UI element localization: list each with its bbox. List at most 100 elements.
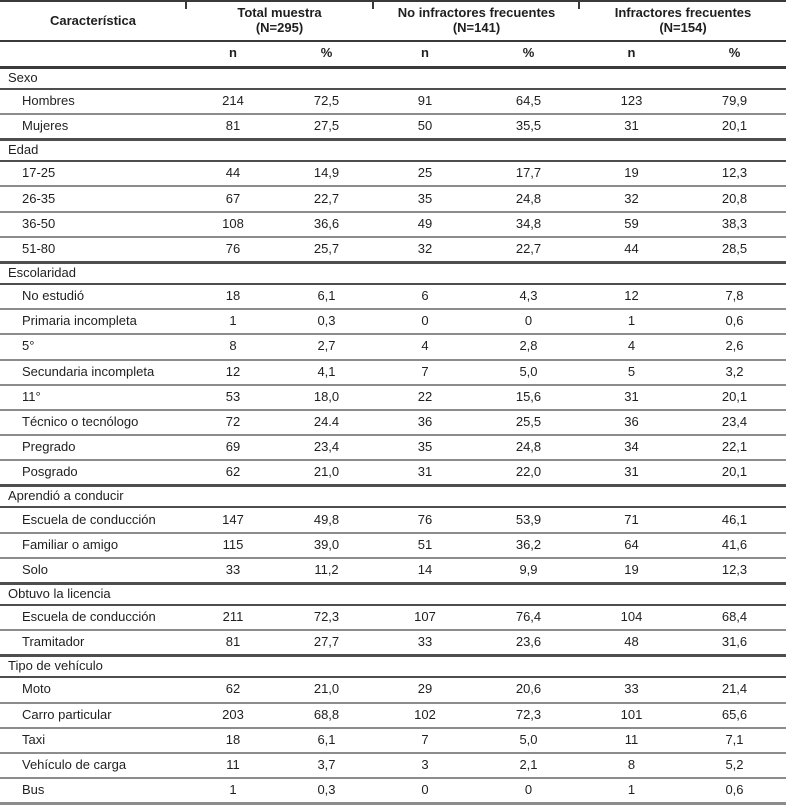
cell-value: 49 xyxy=(417,215,433,231)
table-row: Solo 33 11,2 14 9,9 19 12,3 xyxy=(0,558,786,584)
cell-value: 0 xyxy=(421,313,429,329)
column-divider-tick xyxy=(578,0,580,9)
row-label: Pregrado xyxy=(22,439,76,455)
sub-header-pct: % xyxy=(320,45,333,61)
group-n-label: (N=295) xyxy=(255,20,304,35)
cell-value: 20,1 xyxy=(721,388,748,404)
cell-value: 71 xyxy=(624,511,639,527)
section-label: Edad xyxy=(8,142,39,158)
cell-value: 53 xyxy=(225,388,241,404)
cell-value: 3 xyxy=(421,757,429,773)
row-label: 26-35 xyxy=(22,190,56,206)
group-title: Total muestra xyxy=(237,5,322,21)
cell-value: 12 xyxy=(225,363,241,379)
cell-value: 17,7 xyxy=(515,165,542,181)
group-header-total: Total muestra (N=295) xyxy=(186,1,373,41)
cell-value: 20,6 xyxy=(515,681,542,697)
cell-value: 5,0 xyxy=(519,731,538,747)
cell-value: 18 xyxy=(225,731,241,747)
row-label: Bus xyxy=(22,782,45,798)
cell-value: 20,1 xyxy=(721,117,748,133)
cell-value: 24.4 xyxy=(313,414,340,430)
cell-value: 51 xyxy=(417,536,433,552)
cell-value: 38,3 xyxy=(721,215,748,231)
row-label: Carro particular xyxy=(22,706,112,722)
cell-value: 91 xyxy=(417,93,433,109)
cell-value: 32 xyxy=(417,240,433,256)
section-label: Obtuvo la licencia xyxy=(8,585,111,601)
section-label: Tipo de vehículo xyxy=(8,658,103,674)
cell-value: 20,8 xyxy=(721,190,748,206)
table-row: 36-50 108 36,6 49 34,8 59 38,3 xyxy=(0,212,786,237)
row-label: Técnico o tecnólogo xyxy=(22,414,139,430)
row-label: Hombres xyxy=(22,93,75,109)
cell-value: 6 xyxy=(421,288,429,304)
cell-value: 31 xyxy=(417,464,433,480)
row-label: Taxi xyxy=(22,731,46,747)
cell-value: 25,7 xyxy=(313,240,340,256)
table-row: Escuela de conducción 211 72,3 107 76,4 104 68… xyxy=(0,605,786,631)
group-title: No infractores frecuentes xyxy=(397,5,556,21)
row-label: Tramitador xyxy=(22,634,85,650)
section-row: Aprendió a conducir xyxy=(0,485,786,508)
section-label: Aprendió a conducir xyxy=(8,488,124,504)
row-label: 5° xyxy=(22,338,35,354)
row-label: Mujeres xyxy=(22,117,69,133)
row-label: Solo xyxy=(22,561,49,577)
header-sub-row: n % n % n % xyxy=(0,41,786,67)
cell-value: 8 xyxy=(229,338,237,354)
cell-value: 31 xyxy=(624,464,639,480)
cell-value: 1 xyxy=(229,313,237,329)
cell-value: 19 xyxy=(624,165,639,181)
characteristic-header: Característica xyxy=(50,12,136,28)
table-row: Tramitador 81 27,7 33 23,6 48 31,6 xyxy=(0,630,786,656)
cell-value: 68,4 xyxy=(721,609,748,625)
row-label: Escuela de conducción xyxy=(22,609,156,625)
cell-value: 27,7 xyxy=(313,634,340,650)
cell-value: 1 xyxy=(627,782,636,798)
cell-value: 0,3 xyxy=(317,313,336,329)
cell-value: 0,6 xyxy=(725,782,744,798)
cell-value: 8 xyxy=(627,757,636,773)
cell-value: 53,9 xyxy=(515,511,542,527)
cell-value: 21,0 xyxy=(313,681,340,697)
cell-value: 69 xyxy=(225,439,241,455)
group-header-no-infractores: No infractores frecuentes (N=141) xyxy=(373,1,580,41)
cell-value: 2,1 xyxy=(519,757,538,773)
cell-value: 7,8 xyxy=(725,288,744,304)
cell-value: 24,8 xyxy=(515,439,542,455)
cell-value: 1 xyxy=(627,313,636,329)
cell-value: 4,3 xyxy=(519,288,538,304)
cell-value: 39,0 xyxy=(313,536,340,552)
cell-value: 36 xyxy=(417,414,433,430)
cell-value: 107 xyxy=(414,609,436,625)
row-label: 36-50 xyxy=(22,215,56,231)
cell-value: 15,6 xyxy=(515,388,542,404)
cell-value: 2,8 xyxy=(519,338,538,354)
row-label: No estudió xyxy=(22,288,85,304)
cell-value: 50 xyxy=(417,117,433,133)
cell-value: 101 xyxy=(620,706,643,722)
cell-value: 14 xyxy=(417,561,433,577)
cell-value: 211 xyxy=(222,609,244,625)
cell-value: 22 xyxy=(417,388,433,404)
section-row: Sexo xyxy=(0,67,786,89)
cell-value: 36 xyxy=(624,414,639,430)
cell-value: 0 xyxy=(524,313,533,329)
cell-value: 81 xyxy=(225,634,241,650)
cell-value: 0,3 xyxy=(317,782,336,798)
cell-value: 32 xyxy=(624,190,639,206)
table-row: 51-80 76 25,7 32 22,7 44 28,5 xyxy=(0,237,786,263)
cell-value: 76 xyxy=(417,511,433,527)
section-label: Escolaridad xyxy=(8,264,76,280)
cell-value: 35 xyxy=(417,439,433,455)
cell-value: 1 xyxy=(229,782,237,798)
row-label: Secundaria incompleta xyxy=(22,363,155,379)
cell-value: 25,5 xyxy=(515,414,542,430)
cell-value: 64,5 xyxy=(515,93,542,109)
cell-value: 25 xyxy=(417,165,433,181)
cell-value: 33 xyxy=(417,634,433,650)
cell-value: 67 xyxy=(225,190,241,206)
sub-header-n: n xyxy=(229,45,237,61)
